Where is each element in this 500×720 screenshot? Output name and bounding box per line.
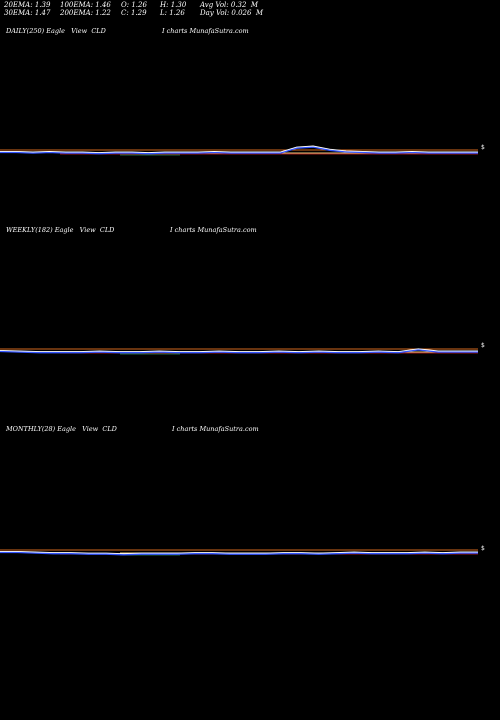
- stat-avg-vol: Avg Vol: 0.32 M: [200, 1, 259, 9]
- weekly-chart: $: [0, 342, 485, 355]
- daily-site-label: I charts MunafaSutra.com: [162, 27, 249, 35]
- ema-blue-line: [0, 551, 478, 556]
- stat-close: C: 1.29: [121, 9, 147, 17]
- price-line: [0, 145, 478, 154]
- daily-panel-label: DAILY(250) Eagle View CLD: [6, 27, 106, 35]
- monthly-site-label: I charts MunafaSutra.com: [172, 425, 259, 433]
- weekly-price-tag: $: [481, 342, 485, 349]
- stat-ema200: 200EMA: 1.22: [60, 9, 111, 17]
- weekly-site-label: I charts MunafaSutra.com: [170, 226, 257, 234]
- stat-day-vol: Day Vol: 0.026 M: [200, 9, 264, 17]
- stat-ema20: 20EMA: 1.39: [4, 1, 51, 9]
- weekly-panel-label: WEEKLY(182) Eagle View CLD: [6, 226, 115, 234]
- price-line: [0, 550, 478, 555]
- monthly-panel-label: MONTHLY(28) Eagle View CLD: [6, 425, 117, 433]
- monthly-chart: $: [0, 545, 485, 556]
- stat-high: H: 1.30: [160, 1, 187, 9]
- stat-ema100: 100EMA: 1.46: [60, 1, 111, 9]
- stat-open: O: 1.26: [121, 1, 147, 9]
- daily-price-tag: $: [481, 144, 485, 151]
- stat-low: L: 1.26: [160, 9, 185, 17]
- ema-blue-line: [0, 349, 478, 354]
- ema-blue-line: [0, 146, 478, 155]
- daily-chart: $: [0, 144, 485, 156]
- price-line: [0, 348, 478, 353]
- stat-ema30: 30EMA: 1.47: [4, 9, 51, 17]
- monthly-price-tag: $: [481, 545, 485, 552]
